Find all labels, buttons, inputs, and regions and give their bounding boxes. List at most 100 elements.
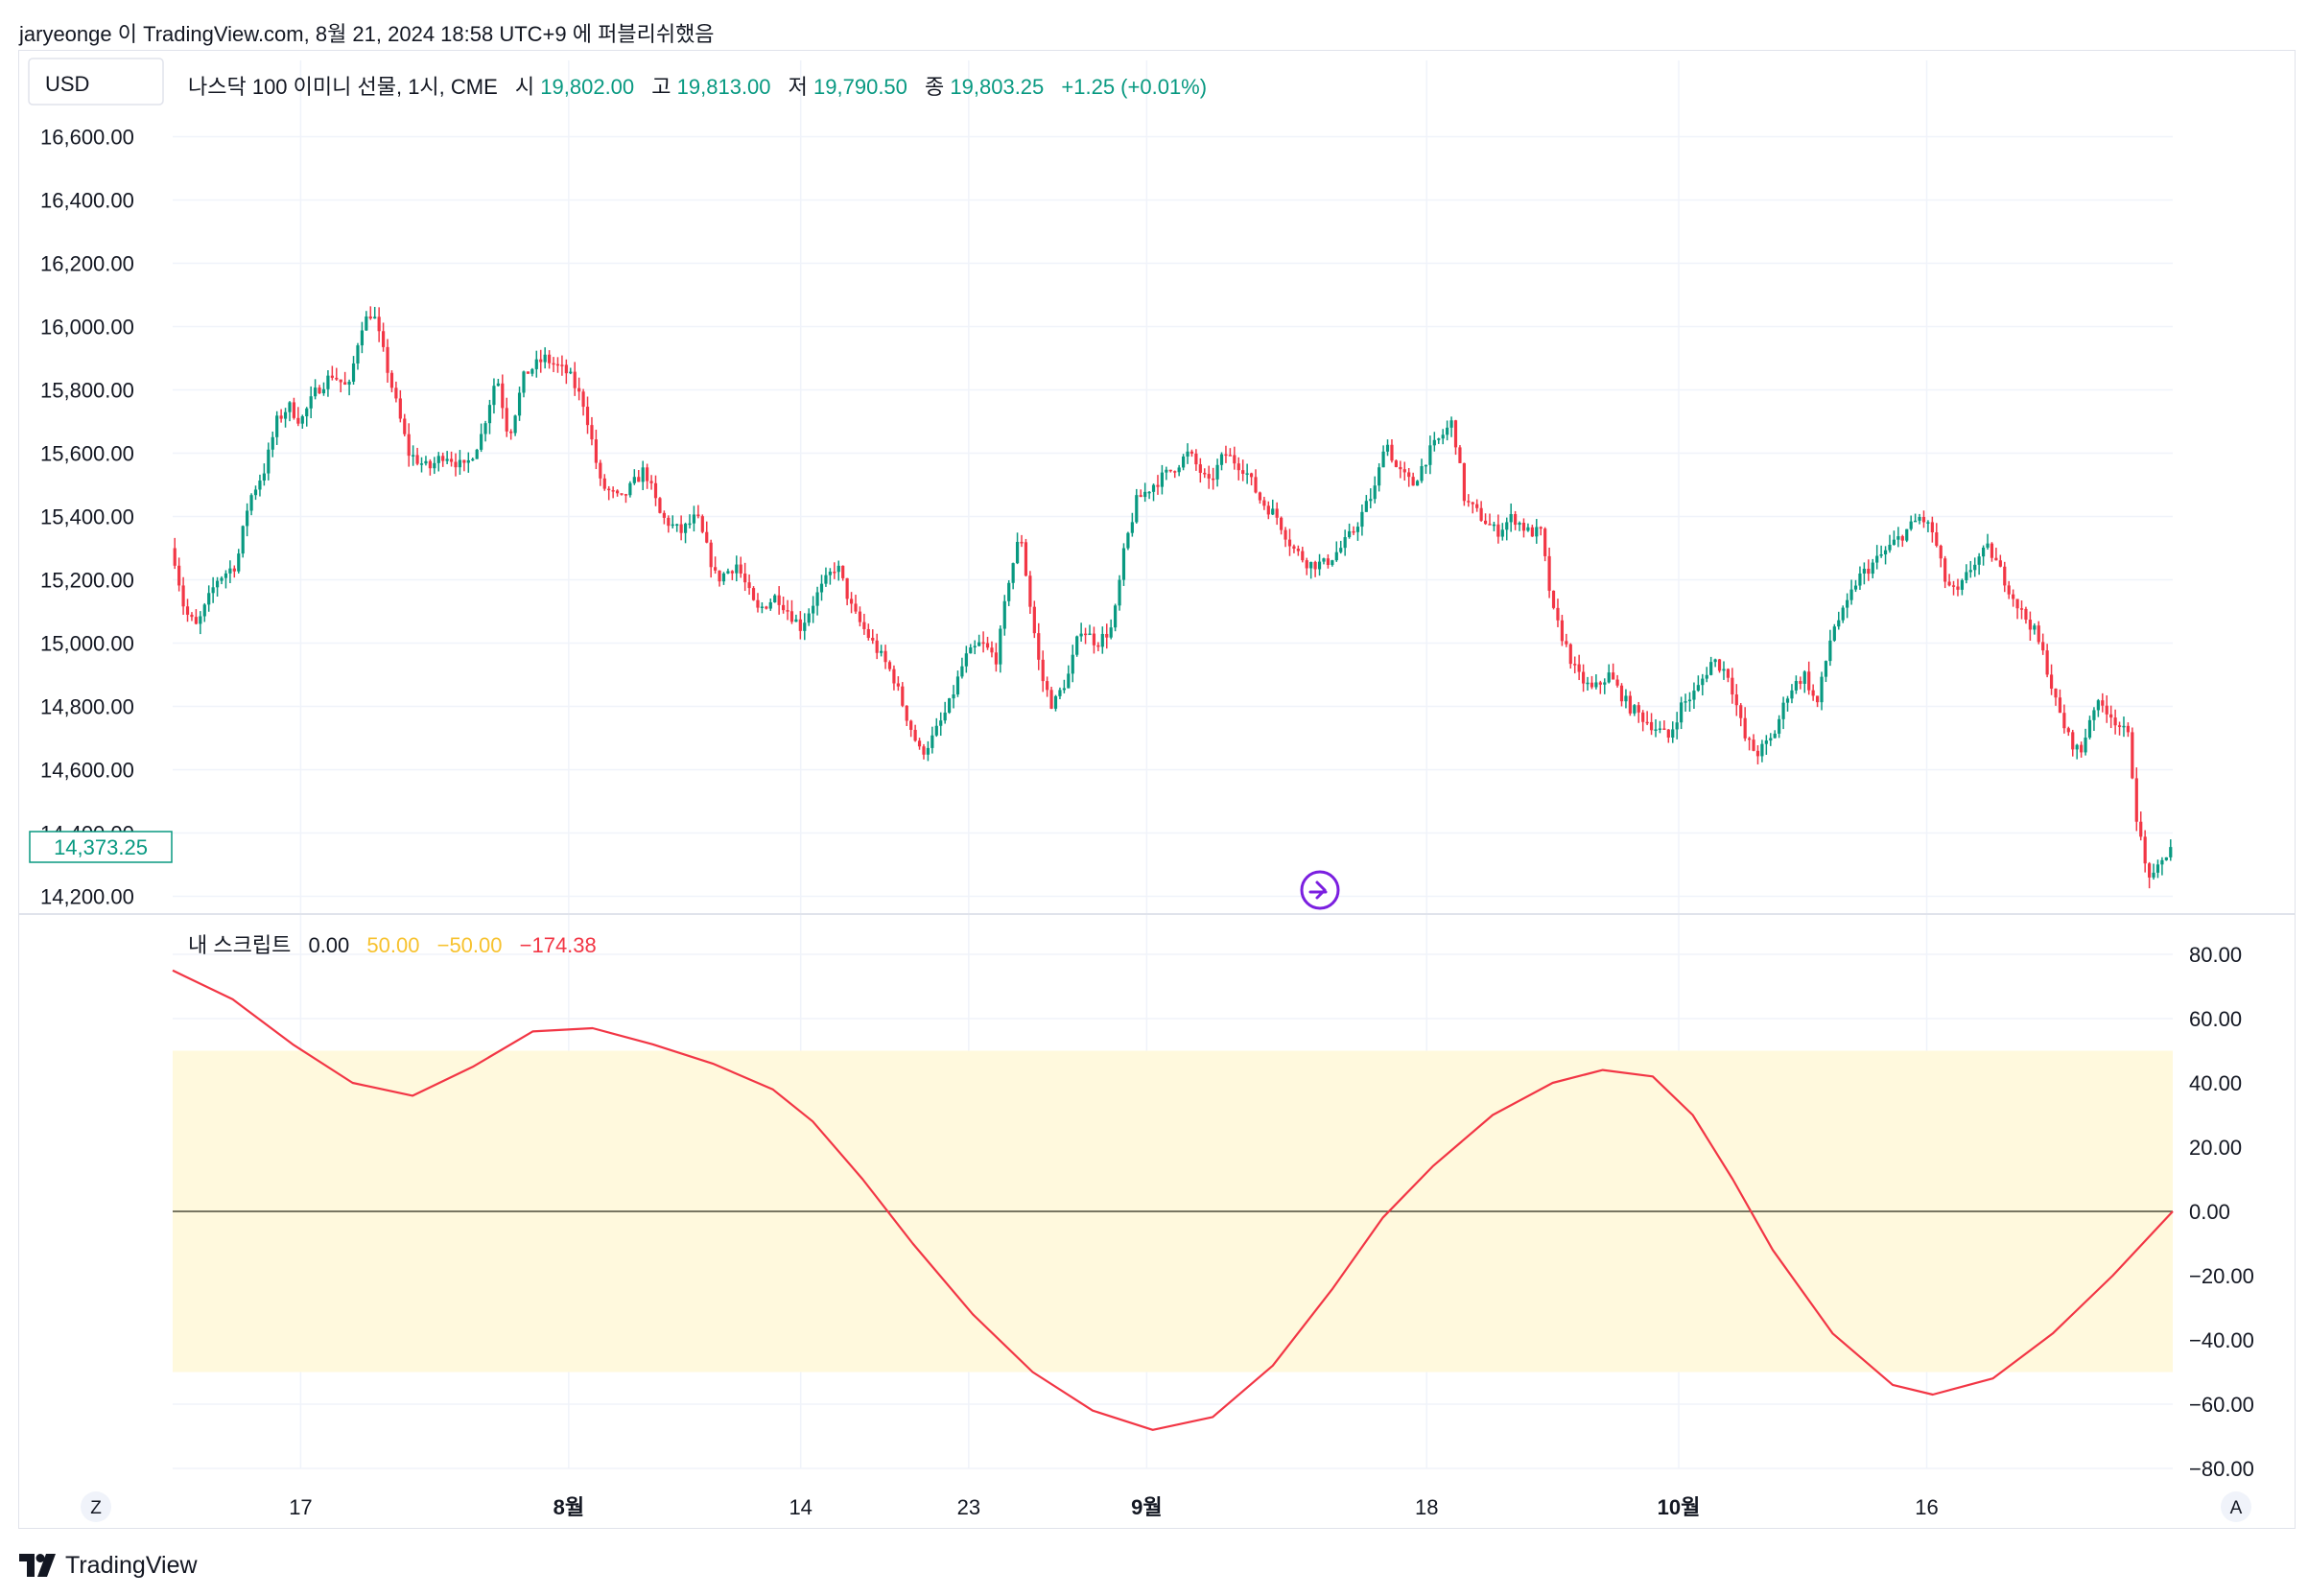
candle: [262, 463, 266, 486]
candle-body: [445, 458, 449, 461]
candle: [1177, 464, 1181, 477]
candle-body: [173, 548, 177, 566]
tradingview-logo[interactable]: TradingView: [19, 1548, 198, 1583]
candle: [973, 640, 977, 655]
candle-body: [2143, 836, 2147, 864]
candle: [2007, 580, 2011, 599]
candle: [1313, 560, 1317, 577]
candle: [398, 389, 402, 423]
candle-body: [1573, 664, 1577, 666]
candle-body: [1951, 585, 1956, 587]
candle-body: [773, 595, 777, 602]
candle-body: [2028, 620, 2032, 630]
candle: [836, 560, 840, 581]
candle-body: [1002, 600, 1006, 629]
candle-body: [1203, 472, 1207, 475]
candle: [1748, 737, 1752, 751]
jump-to-realtime-icon[interactable]: [1300, 870, 1340, 910]
candle: [2084, 728, 2087, 756]
scale-left-button[interactable]: Z: [81, 1491, 111, 1522]
candle-body: [1755, 750, 1760, 757]
candle-body: [1415, 481, 1420, 486]
candle-body: [833, 572, 836, 574]
candle: [177, 557, 181, 592]
candle: [1867, 559, 1871, 581]
candle: [1956, 578, 1960, 597]
candle-body: [517, 392, 522, 416]
candle: [300, 414, 304, 429]
candle: [1935, 523, 1939, 548]
candle-body: [1977, 556, 1981, 565]
currency-button[interactable]: USD: [28, 58, 164, 106]
candle-body: [356, 345, 360, 364]
indicator-band: [173, 1050, 2173, 1373]
candle: [2164, 857, 2168, 861]
candle-body: [522, 371, 526, 393]
candle: [913, 724, 917, 742]
candle: [1446, 420, 1449, 441]
candle-body: [1228, 455, 1232, 457]
candle: [1717, 658, 1722, 673]
candle-body: [985, 643, 990, 648]
candle-body: [2096, 700, 2100, 711]
x-tick-label: 16: [1915, 1495, 1938, 1519]
candle: [1002, 595, 1006, 636]
candle-body: [1207, 474, 1211, 479]
candle-body: [181, 585, 185, 607]
candle-body: [475, 449, 479, 459]
candle-body: [781, 604, 786, 611]
candle-body: [973, 645, 977, 647]
candle-body: [943, 712, 947, 721]
candle-body: [373, 317, 377, 319]
symbol-legend: 나스닥 100 이미니 선물, 1시, CME 시 19,802.00 고 19…: [188, 75, 1207, 99]
candle-body: [2012, 594, 2015, 599]
price-tick-label: 15,200.00: [40, 569, 134, 593]
candle: [948, 697, 952, 715]
candle-body: [569, 371, 573, 374]
candle: [1165, 466, 1168, 481]
candle-body: [1334, 552, 1338, 561]
candle-body: [555, 364, 560, 366]
candle-body: [1471, 502, 1474, 505]
candle: [1633, 704, 1637, 716]
candle-body: [2049, 674, 2054, 689]
price-tick-label: 15,000.00: [40, 632, 134, 656]
candle: [718, 570, 721, 587]
candle-body: [2045, 650, 2049, 675]
candle: [1875, 545, 1879, 570]
candle: [887, 660, 892, 672]
candle-body: [190, 614, 194, 618]
candle-body: [1547, 555, 1551, 591]
candle: [730, 570, 734, 580]
candle: [314, 379, 318, 400]
candle: [585, 396, 590, 434]
candle: [747, 574, 751, 596]
currency-button-label: USD: [45, 72, 89, 96]
indicator-value-2: 50.00: [366, 933, 419, 957]
candle: [569, 367, 573, 375]
candle-body: [1292, 546, 1296, 550]
candle: [1539, 526, 1543, 536]
candle-body: [1301, 551, 1305, 561]
chart-canvas[interactable]: 178월14239월1810월1614,200.0014,400.0014,60…: [19, 51, 2295, 1528]
candle-body: [1530, 527, 1534, 537]
candle: [765, 605, 768, 610]
candle-body: [641, 467, 645, 482]
candle: [1020, 534, 1024, 548]
candle-body: [487, 405, 492, 424]
candle: [428, 458, 432, 476]
candle: [1254, 469, 1258, 494]
candle: [246, 503, 249, 537]
candle-body: [454, 461, 458, 468]
candle: [480, 423, 483, 453]
scale-right-button[interactable]: A: [2221, 1491, 2251, 1522]
candle: [794, 614, 798, 622]
candle: [1118, 575, 1121, 611]
change-value: +1.25 (+0.01%): [1061, 75, 1207, 99]
candle-body: [994, 652, 998, 665]
price-tick-label: 15,400.00: [40, 505, 134, 529]
candle-body: [1233, 455, 1236, 464]
candle-body: [1062, 688, 1066, 691]
candle-body: [300, 416, 304, 424]
candle-body: [1675, 722, 1679, 730]
